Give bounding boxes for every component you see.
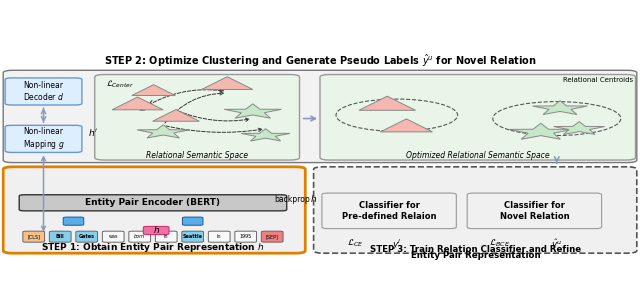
Text: $y^l$: $y^l$ (392, 237, 402, 251)
Polygon shape (137, 125, 189, 138)
Text: STEP 2: Optimize Clustering and Generate Pseudo Labels $\hat{y}^u$ for Novel Rel: STEP 2: Optimize Clustering and Generate… (104, 52, 536, 69)
Text: $\mathcal{L}_{CE}$: $\mathcal{L}_{CE}$ (347, 237, 364, 249)
FancyBboxPatch shape (156, 231, 177, 242)
Text: backprop: backprop (274, 195, 310, 204)
Text: 1995: 1995 (239, 234, 252, 239)
Text: born: born (134, 234, 145, 239)
FancyBboxPatch shape (23, 231, 45, 242)
FancyBboxPatch shape (129, 231, 150, 242)
FancyBboxPatch shape (63, 217, 84, 225)
Polygon shape (532, 101, 588, 115)
FancyBboxPatch shape (314, 167, 637, 253)
FancyBboxPatch shape (235, 231, 257, 242)
Text: Optimized Relational Semantic Space: Optimized Relational Semantic Space (406, 151, 550, 160)
Polygon shape (176, 211, 209, 216)
Text: $\mathcal{L}_{BCE}$: $\mathcal{L}_{BCE}$ (489, 237, 509, 249)
FancyBboxPatch shape (182, 231, 204, 242)
Polygon shape (554, 122, 605, 134)
Text: Seattle: Seattle (182, 234, 203, 239)
FancyBboxPatch shape (322, 193, 456, 229)
Text: in: in (164, 234, 168, 239)
Text: Classifier for
Pre-defined Relaion: Classifier for Pre-defined Relaion (342, 201, 436, 221)
Polygon shape (112, 97, 163, 110)
Text: Non-linear
Decoder $d$: Non-linear Decoder $d$ (23, 81, 64, 102)
FancyBboxPatch shape (49, 231, 71, 242)
Text: $h$: $h$ (310, 193, 317, 204)
Text: Relational Centroids: Relational Centroids (563, 77, 634, 83)
Text: in: in (217, 234, 221, 239)
FancyBboxPatch shape (95, 75, 300, 160)
Text: STEP 1: Obtain Entity Pair Representation $h$: STEP 1: Obtain Entity Pair Representatio… (40, 241, 264, 254)
Text: STEP 3: Train Relation Classifier and Refine: STEP 3: Train Relation Classifier and Re… (370, 245, 581, 254)
FancyBboxPatch shape (5, 125, 82, 152)
Text: was: was (108, 234, 118, 239)
FancyBboxPatch shape (3, 167, 305, 253)
FancyBboxPatch shape (76, 231, 97, 242)
FancyBboxPatch shape (320, 75, 636, 160)
Text: Entity Pair Encoder (BERT): Entity Pair Encoder (BERT) (86, 198, 220, 207)
Polygon shape (224, 104, 282, 118)
FancyBboxPatch shape (182, 217, 203, 225)
Text: $h$: $h$ (152, 224, 160, 235)
FancyBboxPatch shape (209, 231, 230, 242)
Polygon shape (359, 96, 415, 110)
Text: [CLS]: [CLS] (28, 234, 40, 239)
Text: $\mathcal{L}_{Center}$: $\mathcal{L}_{Center}$ (106, 79, 134, 90)
FancyBboxPatch shape (19, 195, 287, 211)
Text: Non-linear
Mapping $g$: Non-linear Mapping $g$ (22, 127, 65, 151)
FancyBboxPatch shape (261, 231, 283, 242)
FancyBboxPatch shape (102, 231, 124, 242)
Text: Bill: Bill (56, 234, 65, 239)
Text: Entity Pair Representation: Entity Pair Representation (411, 251, 540, 260)
Polygon shape (57, 211, 90, 216)
FancyBboxPatch shape (143, 226, 169, 234)
Text: $\hat{y}^u$: $\hat{y}^u$ (551, 237, 563, 252)
Text: [SEP]: [SEP] (266, 234, 278, 239)
Text: Gates: Gates (79, 234, 95, 239)
Polygon shape (132, 85, 175, 96)
Text: $h'$: $h'$ (88, 127, 98, 138)
Text: Classifier for
Novel Relation: Classifier for Novel Relation (500, 201, 569, 221)
Polygon shape (509, 123, 572, 139)
Polygon shape (380, 119, 433, 132)
FancyBboxPatch shape (3, 70, 637, 163)
Polygon shape (152, 109, 200, 121)
FancyBboxPatch shape (5, 78, 82, 105)
Text: Relational Semantic Space: Relational Semantic Space (146, 151, 248, 160)
Polygon shape (202, 77, 253, 90)
FancyBboxPatch shape (467, 193, 602, 229)
Polygon shape (241, 129, 290, 141)
